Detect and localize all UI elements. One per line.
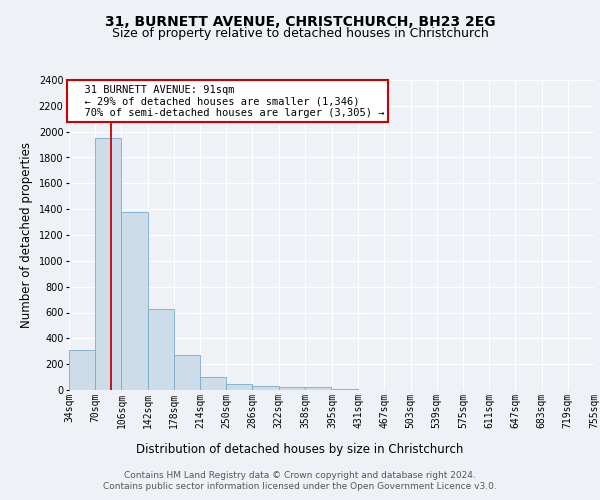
Bar bbox=[305, 388, 331, 390]
Text: 31, BURNETT AVENUE, CHRISTCHURCH, BH23 2EG: 31, BURNETT AVENUE, CHRISTCHURCH, BH23 2… bbox=[104, 16, 496, 30]
Bar bbox=[279, 388, 305, 390]
Y-axis label: Number of detached properties: Number of detached properties bbox=[20, 142, 33, 328]
Bar bbox=[200, 377, 226, 390]
Bar bbox=[69, 350, 95, 390]
Bar bbox=[95, 138, 121, 390]
Bar bbox=[174, 355, 200, 390]
Bar bbox=[121, 212, 148, 390]
Text: Distribution of detached houses by size in Christchurch: Distribution of detached houses by size … bbox=[136, 444, 464, 456]
Bar bbox=[226, 384, 253, 390]
Text: 31 BURNETT AVENUE: 91sqm
  ← 29% of detached houses are smaller (1,346)
  70% of: 31 BURNETT AVENUE: 91sqm ← 29% of detach… bbox=[71, 84, 384, 118]
Bar bbox=[253, 386, 279, 390]
Bar bbox=[148, 308, 174, 390]
Text: Size of property relative to detached houses in Christchurch: Size of property relative to detached ho… bbox=[112, 28, 488, 40]
Text: Contains HM Land Registry data © Crown copyright and database right 2024.
Contai: Contains HM Land Registry data © Crown c… bbox=[103, 472, 497, 490]
